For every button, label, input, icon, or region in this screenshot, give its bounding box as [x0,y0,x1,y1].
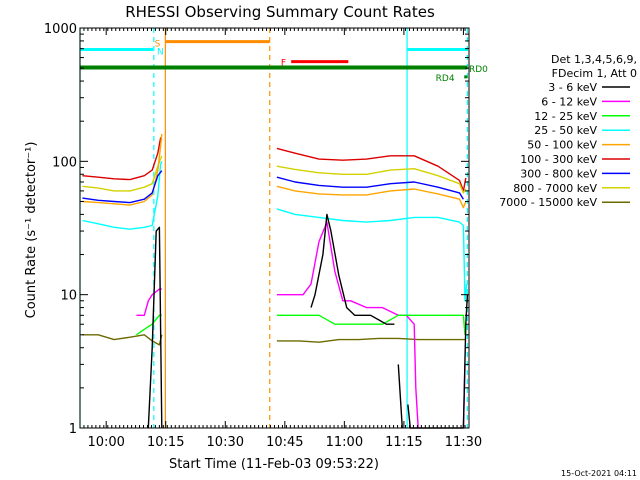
legend-label-100-300-kev: 100 - 300 keV [520,153,597,166]
x-tick-label: 10:45 [266,435,303,450]
legend-label-3-6-kev: 3 - 6 keV [548,81,597,94]
legend-label-300-800-kev: 300 - 800 keV [520,167,597,180]
legend-label-25-50-kev: 25 - 50 keV [534,124,597,137]
y-tick-label: 100 [52,155,77,170]
annotation-s: S [155,39,161,49]
chart-title: RHESSI Observing Summary Count Rates [125,3,435,21]
legend-label-12-25-kev: 12 - 25 keV [534,110,597,123]
series-lines [82,134,469,429]
legend-header-line-2: FDecim 1, Att 0 [552,67,637,80]
series-line-100-300-kev [82,137,467,192]
legend-header-line-1: Det 1,3,4,5,6,9, [551,53,637,66]
series-line-3-6-kev [147,213,469,429]
y-axis-label: Count Rate (s⁻¹ detector⁻¹) [24,142,39,319]
y-tick-label: 1000 [44,22,77,37]
timestamp: 15-Oct-2021 04:11 [561,469,637,478]
annotation-n: N [157,47,164,57]
x-tick-label: 10:15 [147,435,184,450]
series-line-25-50-kev [82,161,468,302]
legend-label-800-7000-kev: 800 - 7000 keV [513,182,597,195]
x-tick-label: 11:15 [385,435,422,450]
x-axis-label: Start Time (11-Feb-03 09:53:22) [169,457,379,472]
annotation-rd0: RD0 [469,65,488,75]
annotation-f: F [281,59,286,69]
legend-label-50-100-kev: 50 - 100 keV [527,139,597,152]
legend: Det 1,3,4,5,6,9, FDecim 1, Att 0 3 - 6 k… [499,53,637,209]
series-line-800-7000-kev [82,155,467,194]
axes: 10:00 10:15 10:30 10:45 11:00 11:15 11:30 1 10 10… [44,22,482,450]
annotation-rd4: RD4 [436,74,455,84]
series-line-7000-15000-kev [82,334,465,346]
series-line-300-800-kev [82,170,464,204]
legend-label-6-12-kev: 6 - 12 keV [541,95,597,108]
x-tick-label: 11:00 [326,435,363,450]
y-tick-label: 1 [69,422,77,437]
series-line-50-100-kev [82,134,467,209]
x-tick-label: 10:00 [87,435,124,450]
x-tick-label: 10:30 [207,435,244,450]
x-tick-label: 11:30 [445,435,482,450]
legend-label-7000-15000-kev: 7000 - 15000 keV [499,196,597,209]
y-tick-label: 10 [60,289,77,304]
